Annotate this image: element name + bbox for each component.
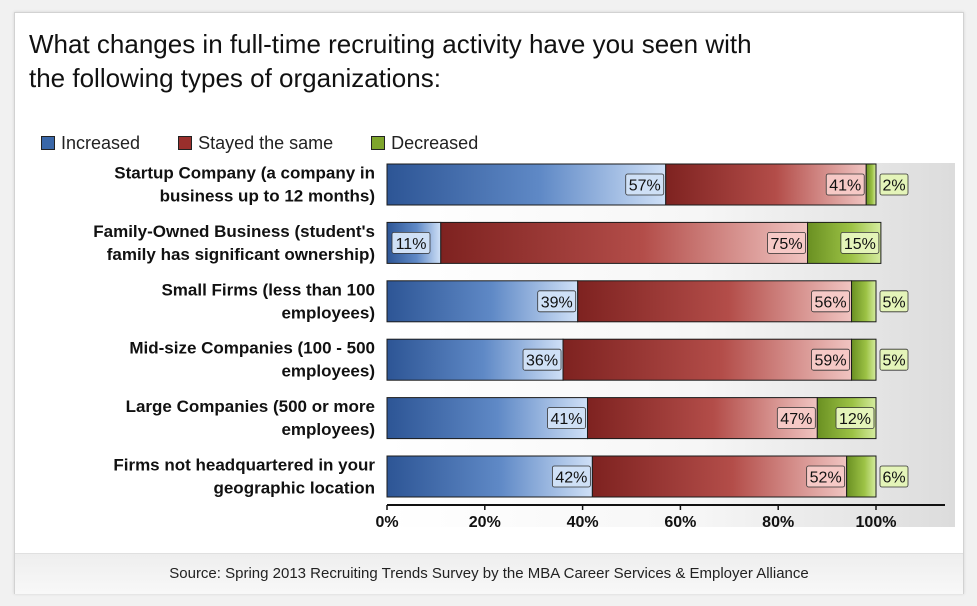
x-tick-label: 40% [567,514,599,531]
data-label: 41% [550,411,582,428]
data-label-box [767,231,806,254]
bar-segment-decreased [865,163,877,206]
data-label-box [879,465,909,488]
data-label-box [551,465,591,488]
category-label: Family-Owned Business (student's family h… [93,222,375,264]
legend-swatch-increased [41,136,55,150]
legend-label-increased: Increased [61,132,141,153]
x-tick-label: 80% [762,514,794,531]
x-tick-label: 0% [375,514,398,531]
category-label: Mid-size Companies (100 - 500 employees) [129,339,375,381]
data-label-box [522,348,562,371]
data-label: 75% [771,236,803,253]
data-label-box [879,290,909,313]
source-note: Source: Spring 2013 Recruiting Trends Su… [15,553,963,594]
legend-label-decreased: Decreased [391,132,479,153]
data-label: 41% [829,178,861,195]
data-label: 42% [555,470,587,487]
data-label-box [537,290,577,313]
category-label: Large Companies (500 or more employees) [126,397,375,439]
category-label: Small Firms (less than 100 employees) [161,280,375,322]
data-label-box [811,290,850,313]
legend-swatch-stayed-the-same [178,136,193,150]
category-label: Firms not headquartered in your geographi… [113,456,375,498]
category-label: Startup Company (a company in business up… [114,164,375,206]
bar-segment-increased [386,163,667,206]
data-label: 5% [882,294,905,311]
legend-item-decreased: Decreased [371,133,478,154]
data-label: 11% [396,236,427,253]
bar-segment-stayed-the-same [577,280,853,323]
data-label-box [811,348,850,371]
data-label-box [835,407,875,430]
data-label-box [879,348,909,371]
data-label: 5% [882,353,905,370]
x-axis: 0% 20% 40% 60% 80% 100% [375,504,945,531]
bar-segment-decreased [846,455,877,498]
data-label: 39% [541,294,573,311]
bar-segment-stayed-the-same [591,455,848,498]
data-label-box [806,465,846,488]
data-label-box [391,231,431,254]
bar-segment-stayed-the-same [562,338,853,381]
bars-layer [386,163,882,498]
labels-layer: Startup Company (a company in business up… [93,164,909,498]
legend-item-increased: Increased [41,133,140,154]
data-label-box [547,407,586,430]
bar-segment-stayed-the-same [440,221,809,264]
x-tick-label: 60% [664,514,696,531]
data-label: 15% [844,236,876,253]
data-label: 59% [815,353,847,370]
data-label: 6% [882,470,905,487]
chart-title: What changes in full-time recruiting act… [29,29,752,93]
data-label-box [625,173,665,196]
data-label-box [879,173,909,196]
legend-label-stayed-the-same: Stayed the same [198,132,334,153]
legend: Increased Stayed the same Decreased [41,131,478,155]
bar-segment-decreased [851,280,877,323]
data-label: 12% [839,411,871,428]
bar-segment-decreased [851,338,877,381]
x-tick-label: 20% [469,514,501,531]
data-label: 36% [526,353,558,370]
legend-swatch-decreased [371,136,386,150]
chart-frame: What changes in full-time recruiting act… [14,12,964,594]
data-label-box [840,231,880,254]
data-label: 57% [629,178,661,195]
data-label: 52% [810,470,842,487]
data-label-box [825,173,865,196]
data-label: 2% [882,178,905,195]
data-label: 47% [780,411,812,428]
data-label: 56% [815,294,847,311]
data-label-box [776,407,816,430]
chart-svg: Startup Company (a company in business up… [93,163,945,531]
x-tick-label: 100% [856,514,897,531]
legend-item-stayed-the-same: Stayed the same [178,133,333,154]
